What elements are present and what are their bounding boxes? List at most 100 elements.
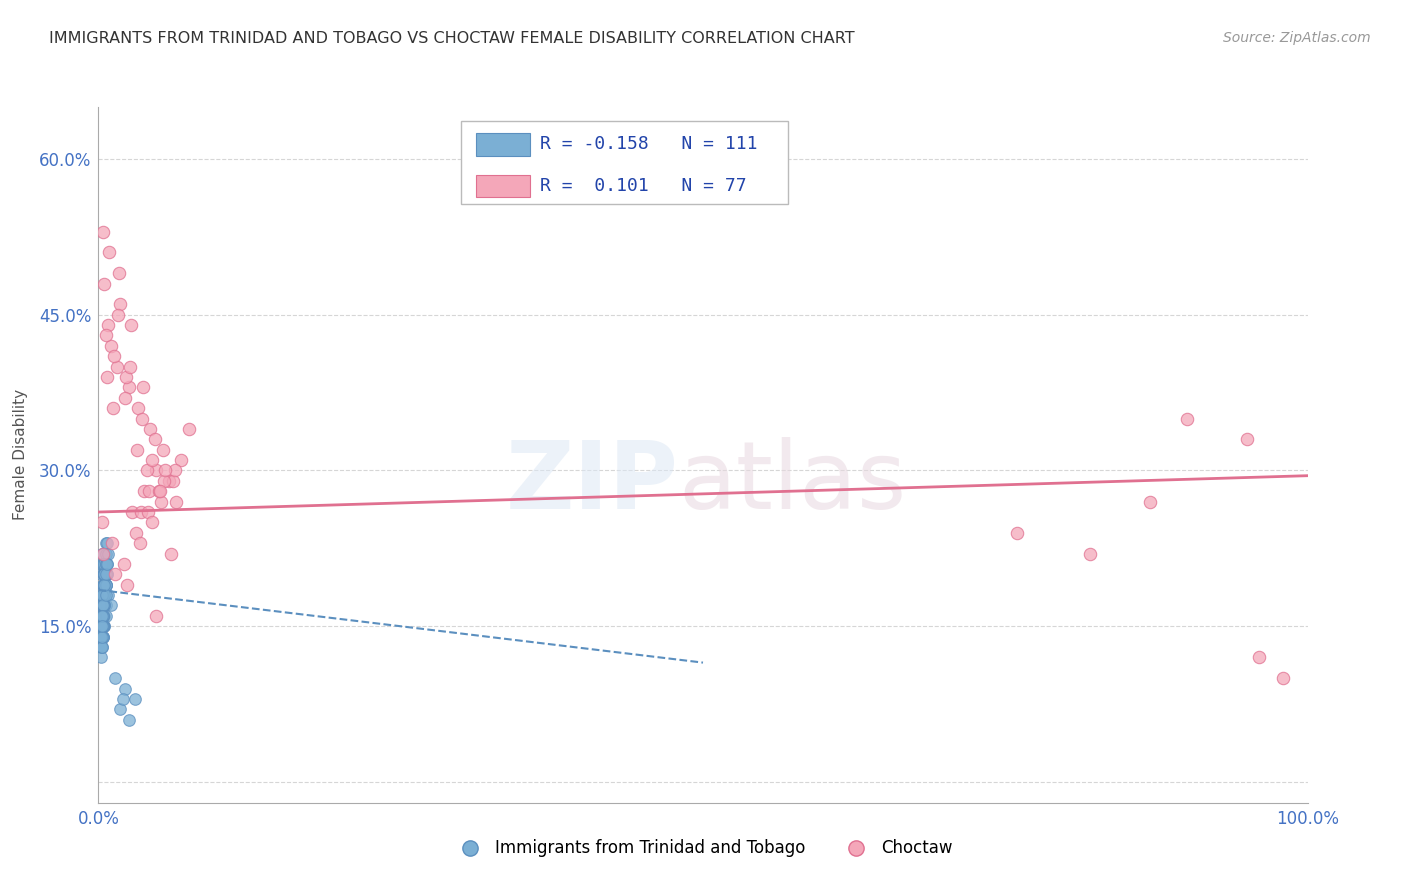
Point [91,619,114,633]
Point [91,608,114,623]
Point [91,599,114,613]
Point [100,599,122,613]
Point [165,494,187,508]
Point [118,359,141,374]
Point [1078,547,1101,561]
Point [153,463,176,477]
Point [90,650,112,665]
Point [93,588,115,602]
Point [90,640,112,654]
Point [103,349,125,363]
Point [138,484,160,499]
Point [91,578,114,592]
Point [131,411,153,425]
Point [91,599,114,613]
Point [91,599,114,613]
Point [91,547,114,561]
Point [91,557,114,571]
Point [91,608,114,623]
Text: R =  0.101   N = 77: R = 0.101 N = 77 [540,177,747,195]
Point [107,308,129,322]
Point [93,608,115,623]
Point [91,608,114,623]
Point [94,567,117,582]
Point [1272,671,1295,685]
Text: atlas: atlas [679,437,907,529]
Point [124,692,146,706]
Point [91,619,114,633]
Point [93,567,115,582]
Point [91,619,114,633]
Point [93,567,115,582]
Point [93,578,115,592]
Point [93,619,115,633]
Point [94,328,117,343]
Point [114,391,136,405]
Point [91,619,114,633]
Point [127,401,149,416]
Point [93,599,115,613]
Point [91,557,114,571]
Point [90,567,112,582]
Point [91,599,114,613]
Point [91,547,114,561]
Point [94,557,117,571]
Point [169,453,191,467]
Point [139,422,162,436]
Point [93,578,115,592]
Point [93,599,115,613]
Point [91,608,114,623]
Legend: Immigrants from Trinidad and Tobago, Choctaw: Immigrants from Trinidad and Tobago, Cho… [447,833,959,864]
Point [93,599,115,613]
Point [129,505,152,519]
Point [100,536,122,550]
Point [104,671,127,685]
Point [94,557,117,571]
Point [91,557,114,571]
Point [160,547,183,561]
Point [91,630,114,644]
Point [97,547,120,561]
Point [157,474,180,488]
Point [94,578,117,592]
Point [91,608,114,623]
Point [111,692,134,706]
Point [1007,525,1029,540]
Point [97,318,120,332]
Point [91,608,114,623]
Point [91,608,114,623]
Point [91,619,114,633]
Point [127,442,149,457]
Point [94,588,117,602]
Point [120,318,142,332]
Point [105,359,128,374]
Point [96,370,118,384]
Point [91,608,114,623]
Point [91,588,114,602]
Point [121,505,143,519]
Point [91,578,114,592]
Point [150,494,173,508]
Point [118,380,141,394]
Point [96,567,118,582]
Point [93,578,115,592]
Point [179,422,201,436]
Point [141,453,163,467]
Point [90,630,112,644]
Point [91,547,114,561]
Point [108,702,131,716]
Point [104,567,127,582]
Point [91,599,114,613]
Point [90,599,112,613]
Point [128,536,150,550]
Point [93,578,115,592]
Point [91,630,114,644]
Point [93,588,115,602]
Point [152,442,174,457]
Point [1236,433,1258,447]
Point [94,578,117,592]
Point [93,567,115,582]
Point [91,630,114,644]
Point [93,557,115,571]
Point [163,463,186,477]
